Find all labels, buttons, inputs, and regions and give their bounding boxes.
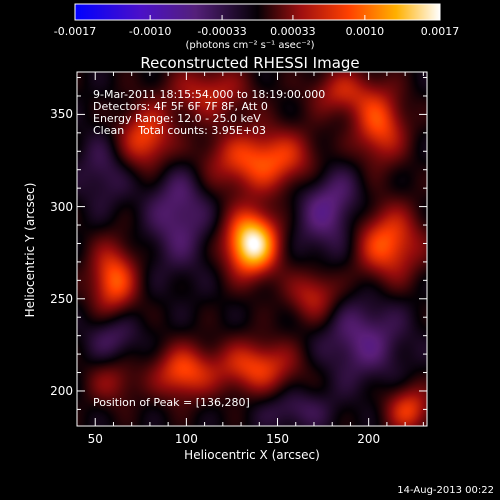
annotation-time-range: 9-Mar-2011 18:15:54.000 to 18:19:00.000 xyxy=(93,88,326,101)
colorbar-tick-label: 0.0010 xyxy=(345,25,385,38)
colorbar-tick-label: 0.0017 xyxy=(420,25,460,38)
annotation-energy-range: Energy Range: 12.0 - 25.0 keV xyxy=(93,112,261,125)
footer-date: 14-Aug-2013 00:22 xyxy=(397,485,494,496)
y-axis-label: Heliocentric Y (arcsec) xyxy=(23,182,37,318)
x-tick-label: 200 xyxy=(357,432,381,446)
x-axis-label: Heliocentric X (arcsec) xyxy=(184,448,320,462)
chart-title: Reconstructed RHESSI Image xyxy=(140,54,360,72)
annotation-clean-counts: Clean Total counts: 3.95E+03 xyxy=(93,124,267,137)
y-tick-label: 250 xyxy=(50,291,73,306)
y-tick-label: 200 xyxy=(50,383,73,398)
x-tick-label: 100 xyxy=(174,432,198,446)
tick-marks xyxy=(76,72,427,426)
colorbar-tick-label: -0.0017 xyxy=(53,25,97,38)
annotation-detectors: Detectors: 4F 5F 6F 7F 8F, Att 0 xyxy=(93,100,268,113)
heatmap-image xyxy=(77,72,427,426)
colorbar-units-label: (photons cm⁻² s⁻¹ asec⁻²) xyxy=(185,40,315,51)
x-tick-label: 150 xyxy=(266,432,289,446)
colorbar xyxy=(74,3,441,21)
annotation-peak-position: Position of Peak = [136,280] xyxy=(93,396,250,409)
plot-frame xyxy=(76,71,428,427)
colorbar-tick-label: -0.00033 xyxy=(197,25,247,38)
y-tick-label: 350 xyxy=(50,107,73,122)
colorbar-gradient xyxy=(74,3,441,21)
colorbar-tick-label: -0.0010 xyxy=(128,25,172,38)
colorbar-tick-label: 0.00033 xyxy=(270,25,316,38)
colorbar-ticks xyxy=(74,15,441,20)
y-tick-label: 300 xyxy=(50,199,73,214)
x-tick-label: 50 xyxy=(87,432,103,446)
